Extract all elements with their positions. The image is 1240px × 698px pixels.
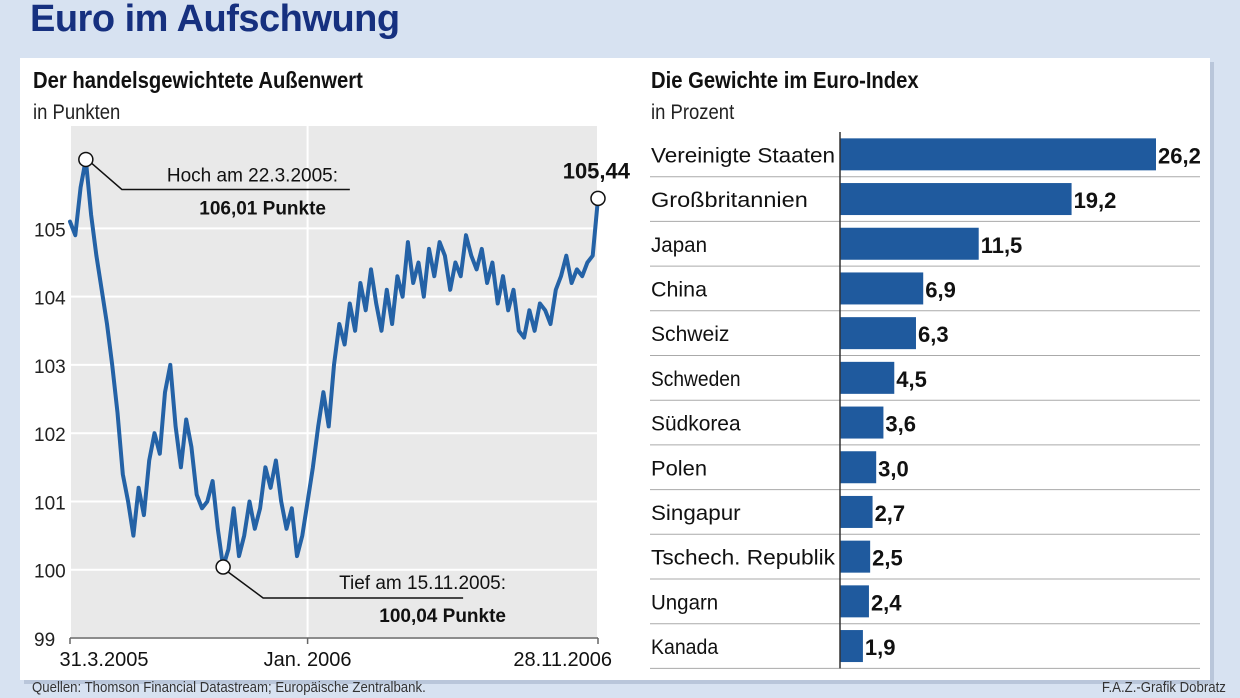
page-title: Euro im Aufschwung xyxy=(30,0,400,40)
bar-chart-unit: in Prozent xyxy=(651,101,735,124)
x-tick-label: 28.11.2006 xyxy=(513,649,612,671)
high-marker xyxy=(78,151,94,168)
x-tick-label: 31.3.2005 xyxy=(60,649,149,671)
y-tick-label: 99 xyxy=(34,630,55,651)
y-tick-label: 102 xyxy=(34,425,66,446)
y-tick-label: 101 xyxy=(34,493,66,514)
x-tick-label: Jan. 2006 xyxy=(264,649,352,671)
last-value-label: 105,44 xyxy=(563,158,631,183)
graphic-credit: F.A.Z.-Grafik Dobratz xyxy=(1102,679,1226,696)
low-label: Tief am 15.11.2005: xyxy=(339,573,506,594)
y-tick-label: 103 xyxy=(34,357,66,378)
low-leader-line xyxy=(227,571,464,599)
line-chart-title: Der handelsgewichtete Außenwert xyxy=(33,67,363,93)
y-tick-label: 104 xyxy=(34,289,66,310)
low-value-label: 100,04 Punkte xyxy=(379,606,506,627)
high-value-label: 106,01 Punkte xyxy=(199,198,326,219)
sources-note: Quellen: Thomson Financial Datastream; E… xyxy=(32,679,426,696)
low-marker xyxy=(215,559,231,575)
series-line xyxy=(68,157,600,569)
last-marker xyxy=(590,190,606,207)
y-tick-label: 100 xyxy=(34,562,66,583)
high-label: Hoch am 22.3.2005: xyxy=(167,165,338,186)
high-leader-line xyxy=(91,162,350,191)
y-tick-label: 105 xyxy=(34,220,66,241)
line-chart-unit: in Punkten xyxy=(33,101,121,124)
bar-chart-title: Die Gewichte im Euro-Index xyxy=(651,67,919,93)
